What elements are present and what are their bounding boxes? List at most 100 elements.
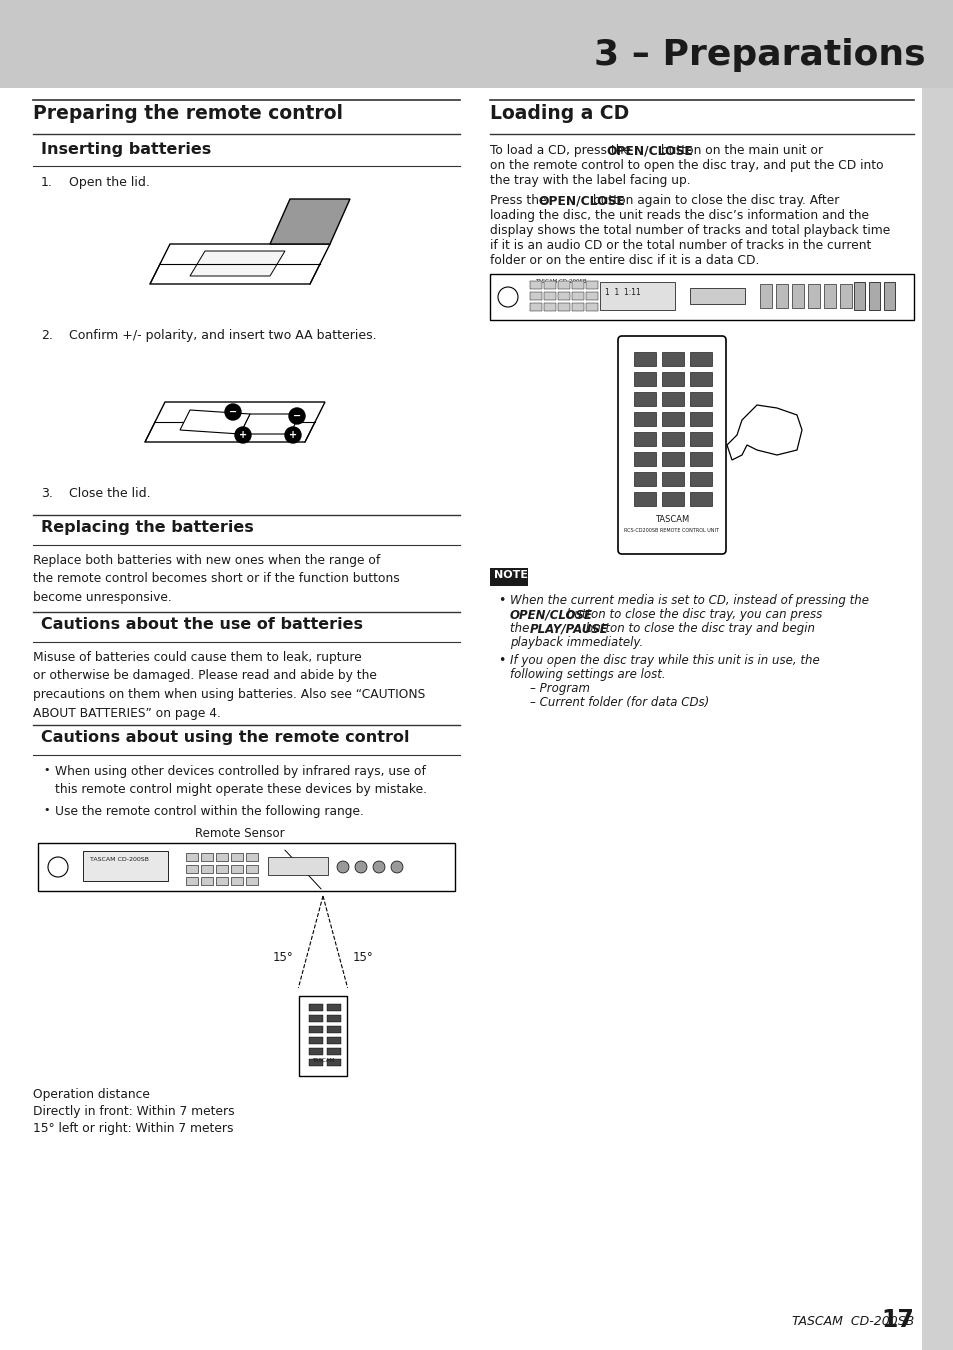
Text: – Program: – Program <box>530 682 589 695</box>
Bar <box>585 302 598 311</box>
Text: Cautions about using the remote control: Cautions about using the remote control <box>41 730 409 745</box>
Bar <box>689 373 711 386</box>
Circle shape <box>289 408 305 424</box>
Text: button again to close the disc tray. After: button again to close the disc tray. Aft… <box>589 194 839 207</box>
Text: Preparing the remote control: Preparing the remote control <box>33 104 343 123</box>
Bar <box>883 282 894 310</box>
Bar <box>661 392 683 406</box>
Bar <box>309 1037 323 1044</box>
Text: TASCAM CD-200SB: TASCAM CD-200SB <box>535 279 586 284</box>
Circle shape <box>285 427 301 443</box>
Bar <box>823 284 835 308</box>
Text: if it is an audio CD or the total number of tracks in the current: if it is an audio CD or the total number… <box>490 239 870 252</box>
Bar <box>543 292 556 300</box>
Text: 15°: 15° <box>353 950 373 964</box>
Text: Misuse of batteries could cause them to leak, rupture
or otherwise be damaged. P: Misuse of batteries could cause them to … <box>33 651 425 720</box>
Bar <box>572 302 583 311</box>
Polygon shape <box>240 414 299 433</box>
Bar <box>760 284 771 308</box>
Text: folder or on the entire disc if it is a data CD.: folder or on the entire disc if it is a … <box>490 254 759 267</box>
Text: −: − <box>293 410 301 421</box>
Text: loading the disc, the unit reads the disc’s information and the: loading the disc, the unit reads the dis… <box>490 209 868 221</box>
Bar <box>0 0 953 88</box>
Bar <box>231 853 243 861</box>
Bar <box>634 452 656 466</box>
Text: •: • <box>43 805 50 815</box>
Bar <box>572 292 583 300</box>
Bar <box>309 1026 323 1033</box>
Bar <box>201 853 213 861</box>
Bar <box>215 878 228 886</box>
Bar <box>661 452 683 466</box>
Bar <box>246 865 257 873</box>
Bar <box>689 491 711 506</box>
Text: When the current media is set to CD, instead of pressing the: When the current media is set to CD, ins… <box>510 594 868 608</box>
Bar <box>689 392 711 406</box>
Text: To load a CD, press the: To load a CD, press the <box>490 144 634 157</box>
Circle shape <box>234 427 251 443</box>
Bar <box>246 878 257 886</box>
Bar <box>634 392 656 406</box>
Text: Replacing the batteries: Replacing the batteries <box>41 520 253 535</box>
Bar <box>661 412 683 427</box>
Bar <box>268 857 328 875</box>
Bar <box>186 878 198 886</box>
Polygon shape <box>150 244 330 284</box>
Text: Remote Sensor: Remote Sensor <box>195 828 285 840</box>
Bar <box>661 352 683 366</box>
Text: Press the: Press the <box>490 194 550 207</box>
Bar <box>558 302 569 311</box>
Text: Replace both batteries with new ones when the range of
the remote control become: Replace both batteries with new ones whe… <box>33 554 399 603</box>
Bar <box>231 865 243 873</box>
Circle shape <box>373 861 385 873</box>
Text: RCS-CD200SB REMOTE CONTROL UNIT: RCS-CD200SB REMOTE CONTROL UNIT <box>624 528 719 533</box>
Bar <box>868 282 879 310</box>
Text: •: • <box>497 653 505 667</box>
Bar <box>543 281 556 289</box>
Text: Directly in front: Within 7 meters: Directly in front: Within 7 meters <box>33 1106 234 1118</box>
Text: 17: 17 <box>881 1308 913 1332</box>
Text: Operation distance: Operation distance <box>33 1088 150 1102</box>
Text: Loading a CD: Loading a CD <box>490 104 629 123</box>
Bar <box>599 282 675 310</box>
Bar <box>689 412 711 427</box>
Bar <box>791 284 803 308</box>
Text: −: − <box>229 406 236 417</box>
Bar <box>661 491 683 506</box>
Polygon shape <box>270 198 350 244</box>
Bar <box>231 878 243 886</box>
Text: Confirm +/- polarity, and insert two AA batteries.: Confirm +/- polarity, and insert two AA … <box>69 329 376 342</box>
Text: the tray with the label facing up.: the tray with the label facing up. <box>490 174 690 188</box>
Bar <box>186 865 198 873</box>
Text: on the remote control to open the disc tray, and put the CD into: on the remote control to open the disc t… <box>490 159 882 171</box>
Bar <box>490 274 913 320</box>
Text: – Current folder (for data CDs): – Current folder (for data CDs) <box>530 697 708 709</box>
Text: If you open the disc tray while this unit is in use, the: If you open the disc tray while this uni… <box>510 653 819 667</box>
Bar <box>309 1004 323 1011</box>
Text: OPEN/CLOSE: OPEN/CLOSE <box>510 608 593 621</box>
Bar <box>327 1004 340 1011</box>
Circle shape <box>355 861 367 873</box>
Bar <box>585 292 598 300</box>
Text: TASCAM  CD-200SB: TASCAM CD-200SB <box>791 1315 913 1328</box>
Bar <box>921 88 953 1350</box>
Bar <box>661 432 683 446</box>
Text: following settings are lost.: following settings are lost. <box>510 668 665 680</box>
Text: OPEN/CLOSE: OPEN/CLOSE <box>606 144 693 157</box>
Text: the: the <box>510 622 533 634</box>
Text: button to close the disc tray and begin: button to close the disc tray and begin <box>581 622 815 634</box>
Bar <box>309 1048 323 1054</box>
Text: 3 – Preparations: 3 – Preparations <box>594 38 925 72</box>
Bar <box>558 281 569 289</box>
Bar <box>853 282 864 310</box>
Text: 1.: 1. <box>41 176 52 189</box>
Bar <box>634 373 656 386</box>
Text: 3.: 3. <box>41 487 52 500</box>
Text: PLAY/PAUSE: PLAY/PAUSE <box>529 622 607 634</box>
Polygon shape <box>180 410 250 433</box>
Text: NOTE: NOTE <box>494 570 527 580</box>
Text: button to close the disc tray, you can press: button to close the disc tray, you can p… <box>562 608 821 621</box>
Bar <box>572 281 583 289</box>
Bar <box>543 302 556 311</box>
Text: 15°: 15° <box>273 950 294 964</box>
